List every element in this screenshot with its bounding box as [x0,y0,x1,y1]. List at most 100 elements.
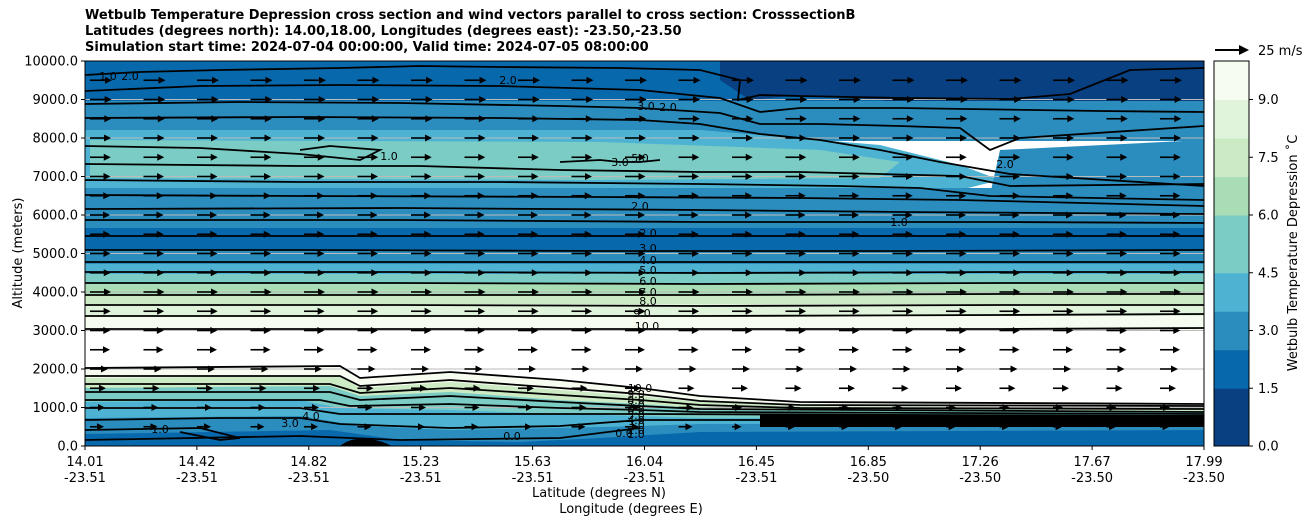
wind-vector-head [317,230,325,238]
wind-vector-head [424,153,432,161]
quiver-key-arrow-head [1239,45,1249,55]
wind-vector-head [1163,404,1171,411]
wind-vector-head [639,115,647,123]
wind-vector-head [313,384,320,392]
wind-vector-head [580,384,588,392]
wind-vector-head [208,365,215,373]
y-tick-label: 7000.0 [33,170,79,185]
contour-line [559,159,661,163]
contour-line [85,399,1204,415]
x-tick-label-longitude: -23.50 [1183,471,1225,486]
x-tick-label-longitude: -23.51 [288,471,330,486]
wind-vector-head [157,250,164,257]
contour-label: 4.0 [627,414,645,427]
wind-vector-head [584,192,592,200]
fill-band-7000-right [990,140,1204,195]
wind-vector-head [478,134,486,142]
wind-vector-head [424,173,432,180]
wind-vector-head [419,404,426,411]
colorbar [1214,61,1249,447]
wind-vector-head [1008,384,1016,392]
colorbar-segment [1214,407,1249,428]
wind-vectors [90,76,1182,431]
wind-vector-head [800,96,808,103]
wind-vector-head [264,115,272,123]
wind-vector-head [960,115,968,123]
wind-vector-head [959,192,967,200]
wind-vector-head [1066,250,1074,257]
wind-vector-head [371,134,379,142]
x-tick-label-longitude: -23.51 [624,471,666,486]
wind-vector-head [960,96,968,103]
wind-vector-head [794,384,802,392]
wind-vector-head [585,250,592,257]
wind-vector-head [97,423,104,431]
fill-band-4400 [85,274,1204,284]
wind-vector-head [957,365,964,373]
colorbar-frame [1213,60,1250,447]
wind-vector-head [104,115,112,123]
wind-vector-head [364,423,372,431]
wind-vector-head [1002,404,1010,411]
wind-vector-head [371,115,379,123]
wind-vector-head [157,153,165,161]
wind-vector-head [531,269,539,277]
contour-label: 4.0 [302,410,320,423]
wind-vector-head [263,192,271,200]
contour-label: 3.0 [611,156,629,169]
wind-vector-head [852,250,860,257]
wind-vector-head [692,173,699,180]
contour-line [85,427,641,441]
wind-vector-head [746,134,753,142]
wind-vector-head [639,134,646,142]
wind-vector-head [585,173,592,180]
fill-band-moist-core [90,140,900,180]
wind-vector-head [478,173,485,180]
fill-band-3500 [85,304,1204,316]
wind-vector-head [311,423,318,431]
contour-label: 2.0 [659,101,677,114]
contour-label: 1.0 [380,150,398,163]
wind-vector-head [584,346,592,354]
wind-vector-head [317,269,325,277]
wind-vector-head [638,153,646,161]
wind-vector-head [1173,250,1181,257]
wind-vector-head [371,153,379,161]
wind-vector-head [532,134,539,142]
contour-label: 3.0 [639,242,657,255]
wind-vector-head [1014,76,1022,84]
wind-vector-head [424,307,432,315]
wind-vector-head [584,230,592,238]
wind-vector-head [685,423,693,431]
wind-vector-head [949,404,957,411]
wind-vector-head [210,211,217,219]
wind-vector-head [1067,96,1075,103]
wind-vector-head [743,365,750,373]
wind-vector-head [210,192,218,200]
y-axis: 0.0 1000.0 2000.0 3000.0 4000.0 5000.0 6000.0 7… [24,55,85,455]
wind-vector-head [585,134,593,142]
wind-vector-head [906,134,914,142]
wind-vector-head [686,404,694,411]
wind-vector-head [425,115,433,123]
wind-vector-head [531,346,538,354]
wind-vector-head [264,307,272,315]
wind-vector-head [1066,173,1074,180]
wind-vector-head [157,269,165,277]
wind-vector-head [585,307,593,315]
wind-vector-head [103,173,111,180]
quiver-key: 25 m/s [1215,44,1303,59]
wind-vector-head [799,134,807,142]
x-tick-label-longitude: -23.50 [959,471,1001,486]
wind-vector-head [638,192,646,200]
wind-vector-head [104,96,112,103]
wind-vector-head [852,173,860,180]
wind-vector-head [365,404,373,411]
wind-vector-head [906,269,914,277]
wind-vector-head [1120,250,1127,257]
wind-vector-head [150,423,158,431]
wind-vector-head [1174,288,1181,296]
x-tick-label-longitude: -23.51 [735,471,777,486]
wind-vector-head [371,173,378,180]
wind-vector-head [852,153,860,161]
